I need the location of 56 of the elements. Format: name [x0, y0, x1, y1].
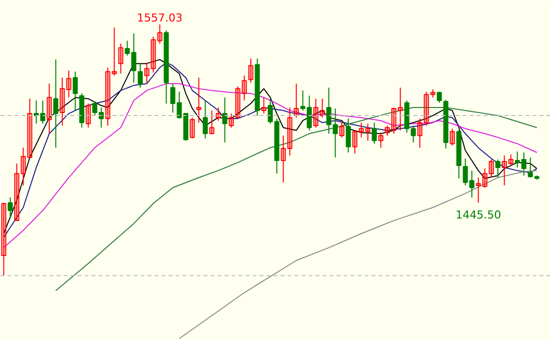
candlestick [196, 77, 202, 124]
candlestick [144, 62, 150, 84]
candlestick [346, 118, 351, 153]
candlestick [66, 70, 72, 98]
candlestick [339, 121, 344, 138]
candlestick [202, 100, 208, 139]
candlestick [261, 96, 266, 114]
candlestick [248, 58, 254, 84]
candlestick [372, 122, 377, 144]
candlestick [222, 96, 228, 143]
candlestick [294, 83, 299, 118]
candlestick [235, 86, 240, 118]
candlestick [60, 77, 65, 126]
candlestick [320, 98, 325, 118]
candlestick [150, 36, 156, 74]
candlestick [495, 159, 500, 178]
candlestick [86, 103, 91, 128]
candlestick [417, 118, 422, 148]
candlestick [482, 168, 488, 188]
candlestick [8, 196, 13, 220]
candlestick [1, 202, 6, 276]
candlestick [313, 98, 318, 128]
candlestick [287, 107, 292, 156]
candlestick [508, 154, 514, 166]
candlestick [138, 63, 143, 88]
annotation: 1557.03 [137, 11, 183, 24]
candlestick [20, 147, 26, 186]
candlestick [190, 117, 195, 139]
candlestick [430, 88, 436, 98]
candlestick [436, 91, 442, 104]
candlestick [391, 107, 396, 134]
candlestick [46, 83, 52, 134]
candlestick [27, 98, 32, 158]
candlestick [476, 177, 481, 204]
candlestick [450, 128, 455, 146]
candlestick [228, 113, 234, 128]
candlestick [157, 24, 162, 44]
candlestick [280, 135, 286, 183]
candlestick [358, 122, 364, 138]
candlestick [118, 43, 124, 74]
candlestick [398, 87, 403, 131]
candlestick [242, 75, 247, 101]
candlestick [112, 27, 117, 76]
candlestick [384, 125, 390, 136]
candlestick [488, 159, 494, 178]
candlestick [105, 67, 110, 126]
candlestick [365, 123, 370, 142]
candlestick [378, 132, 384, 148]
candlestick [352, 130, 358, 154]
candlestick [502, 155, 507, 186]
candlestick [424, 91, 429, 126]
candlestick [14, 163, 20, 222]
candlestick [209, 110, 214, 134]
candlestick [72, 71, 78, 112]
candlestick [53, 59, 58, 148]
annotation: 1445.50 [456, 208, 502, 222]
